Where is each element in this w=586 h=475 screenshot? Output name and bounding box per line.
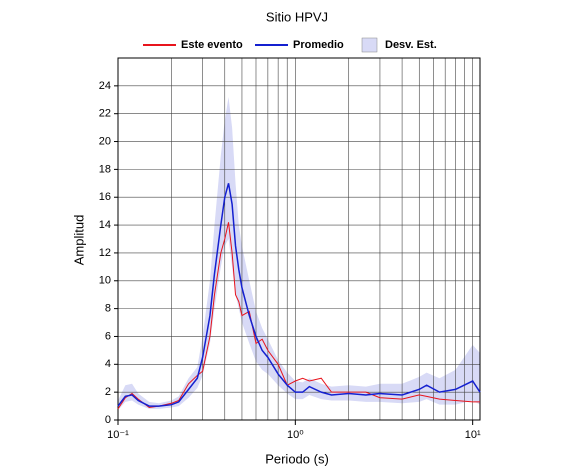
y-tick-label: 0 (105, 414, 111, 426)
y-axis-label: Amplitud (71, 215, 86, 266)
legend-label: Desv. Est. (385, 39, 437, 51)
chart-title: Sitio HPVJ (266, 9, 328, 24)
series-line (117, 183, 481, 407)
y-tick-label: 6 (105, 330, 111, 342)
legend-swatch (361, 37, 378, 53)
y-tick-label: 8 (105, 303, 111, 315)
y-tick-label: 14 (99, 219, 111, 231)
series-line (117, 222, 480, 410)
x-tick-label: 10⁻¹ (107, 429, 129, 441)
std-band (118, 96, 480, 411)
y-tick-label: 20 (99, 135, 111, 147)
y-tick-label: 16 (99, 191, 111, 203)
y-tick-label: 4 (105, 358, 111, 370)
x-tick-label: 10¹ (465, 429, 481, 441)
plot-frame (117, 57, 481, 421)
y-tick-label: 22 (99, 108, 111, 120)
y-tick-label: 2 (105, 386, 111, 398)
legend-label: Este evento (181, 39, 243, 51)
y-tick-label: 18 (99, 163, 111, 175)
y-tick-label: 12 (99, 247, 111, 259)
legend-label: Promedio (293, 39, 344, 51)
y-tick-label: 10 (99, 275, 111, 287)
y-tick-label: 24 (99, 80, 111, 92)
x-axis-label: Periodo (s) (265, 451, 329, 466)
x-tick-label: 10⁰ (287, 429, 304, 441)
